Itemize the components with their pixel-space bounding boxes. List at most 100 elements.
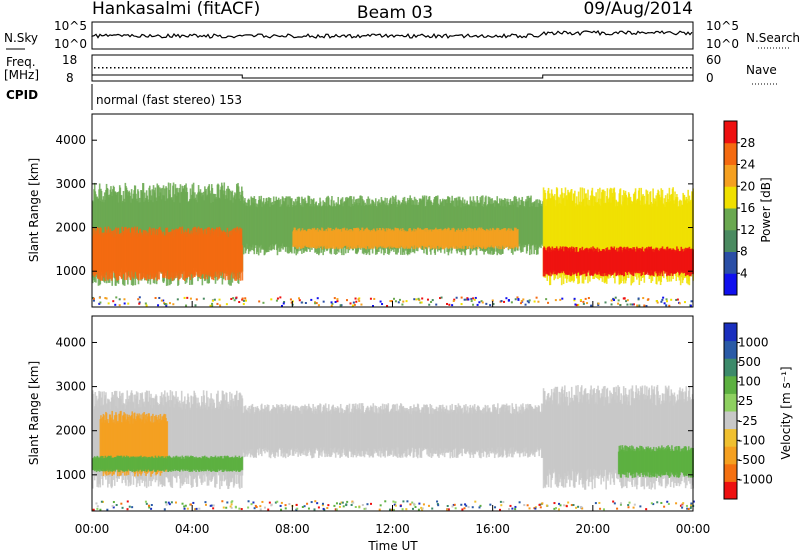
power-y-axis-label: Slant Range [km]	[27, 158, 41, 262]
speckle-cell	[686, 507, 689, 510]
speckle-cell	[115, 296, 118, 299]
speckle-cell	[322, 507, 325, 510]
speckle-cell	[655, 300, 658, 303]
speckle-cell	[204, 501, 207, 504]
speckle-cell	[467, 506, 470, 509]
freq-dot	[202, 67, 204, 69]
speckle-cell	[389, 300, 392, 303]
velocity-heatmap	[92, 384, 695, 511]
speckle-cell	[295, 503, 298, 506]
speckle-cell	[105, 297, 108, 300]
speckle-cell	[418, 299, 421, 302]
speckle-cell	[577, 303, 580, 306]
y-tick-label: 1000	[55, 264, 86, 278]
freq-dot	[386, 67, 388, 69]
noise-sky-line	[91, 30, 693, 39]
speckle-cell	[225, 303, 228, 306]
freq-dot	[650, 67, 652, 69]
speckle-cell	[369, 297, 372, 300]
beam-title: Beam 03	[357, 3, 433, 23]
speckle-cell	[604, 301, 607, 304]
speckle-cell	[330, 301, 333, 304]
freq-dot	[286, 67, 288, 69]
freq-dot	[270, 67, 272, 69]
frequency-panel-frame	[91, 54, 694, 82]
freq-dot	[638, 67, 640, 69]
speckle-cell	[349, 302, 352, 305]
speckle-cell	[616, 507, 619, 510]
colorbar-segment	[724, 428, 737, 447]
speckle-cell	[114, 303, 117, 306]
freq-dot	[610, 67, 612, 69]
freq-dot	[494, 67, 496, 69]
speckle-cell	[414, 505, 417, 508]
speckle-cell	[598, 501, 601, 504]
speckle-cell	[612, 297, 615, 300]
freq-dot	[218, 67, 220, 69]
speckle-cell	[545, 298, 548, 301]
speckle-cell	[428, 303, 431, 306]
frequency-trace	[92, 67, 693, 79]
freq-dot	[446, 67, 448, 69]
freq-dot	[458, 67, 460, 69]
speckle-cell	[629, 303, 632, 306]
speckle-cell	[118, 304, 121, 307]
speckle-cell	[99, 301, 102, 304]
nave-right-tick-top: 60	[706, 53, 721, 67]
colorbar-segment	[724, 375, 737, 394]
speckle-cell	[508, 508, 511, 511]
speckle-cell	[106, 508, 109, 511]
power-y-axis: 1000 2000 3000 4000	[55, 133, 693, 278]
speckle-cell	[663, 505, 666, 508]
speckle-cell	[431, 507, 434, 510]
speckle-cell	[204, 503, 207, 506]
speckle-cell	[259, 508, 262, 511]
freq-dot	[578, 67, 580, 69]
speckle-cell	[341, 501, 344, 504]
speckle-cell	[656, 501, 659, 504]
speckle-cell	[471, 506, 474, 509]
freq-dot	[542, 67, 544, 69]
speckle-cell	[510, 301, 513, 304]
freq-dot	[158, 67, 160, 69]
speckle-cell	[516, 296, 519, 299]
speckle-cell	[95, 502, 98, 505]
velocity-panel: 1000 2000 3000 4000 Slant Range [km] 1000 50…	[27, 315, 793, 512]
speckle-cell	[472, 303, 475, 306]
speckle-cell	[254, 504, 257, 507]
speckle-cell	[355, 300, 358, 303]
speckle-cell	[241, 297, 244, 300]
x-tick-label: 20:00	[576, 522, 611, 536]
speckle-cell	[283, 300, 286, 303]
speckle-cell	[413, 298, 416, 301]
speckle-cell	[313, 508, 316, 511]
colorbar-tick-label: 8	[740, 245, 748, 259]
speckle-cell	[541, 502, 544, 505]
freq-dot	[274, 67, 276, 69]
freq-dot	[226, 67, 228, 69]
freq-dot	[674, 67, 676, 69]
velocity-colorbar: 1000 500 100 25 -25 -100 -500 -1000	[723, 322, 773, 500]
speckle-cell	[378, 508, 381, 511]
speckle-cell	[537, 300, 540, 303]
speckle-cell	[160, 299, 163, 302]
x-tick-label: 12:00	[375, 522, 410, 536]
speckle-cell	[577, 505, 580, 508]
speckle-cell	[452, 299, 455, 302]
speckle-cell	[275, 299, 278, 302]
speckle-cell	[127, 302, 130, 305]
speckle-cell	[620, 502, 623, 505]
speckle-cell	[230, 297, 233, 300]
speckle-cell	[379, 504, 382, 507]
speckle-cell	[194, 508, 197, 511]
y-tick-label: 2000	[55, 424, 86, 438]
speckle-cell	[558, 502, 561, 505]
freq-dot	[122, 67, 124, 69]
speckle-cell	[485, 302, 488, 305]
speckle-cell	[454, 507, 457, 510]
speckle-cell	[453, 503, 456, 506]
speckle-cell	[401, 508, 404, 511]
freq-dot	[474, 67, 476, 69]
speckle-cell	[617, 302, 620, 305]
speckle-cell	[250, 503, 253, 506]
